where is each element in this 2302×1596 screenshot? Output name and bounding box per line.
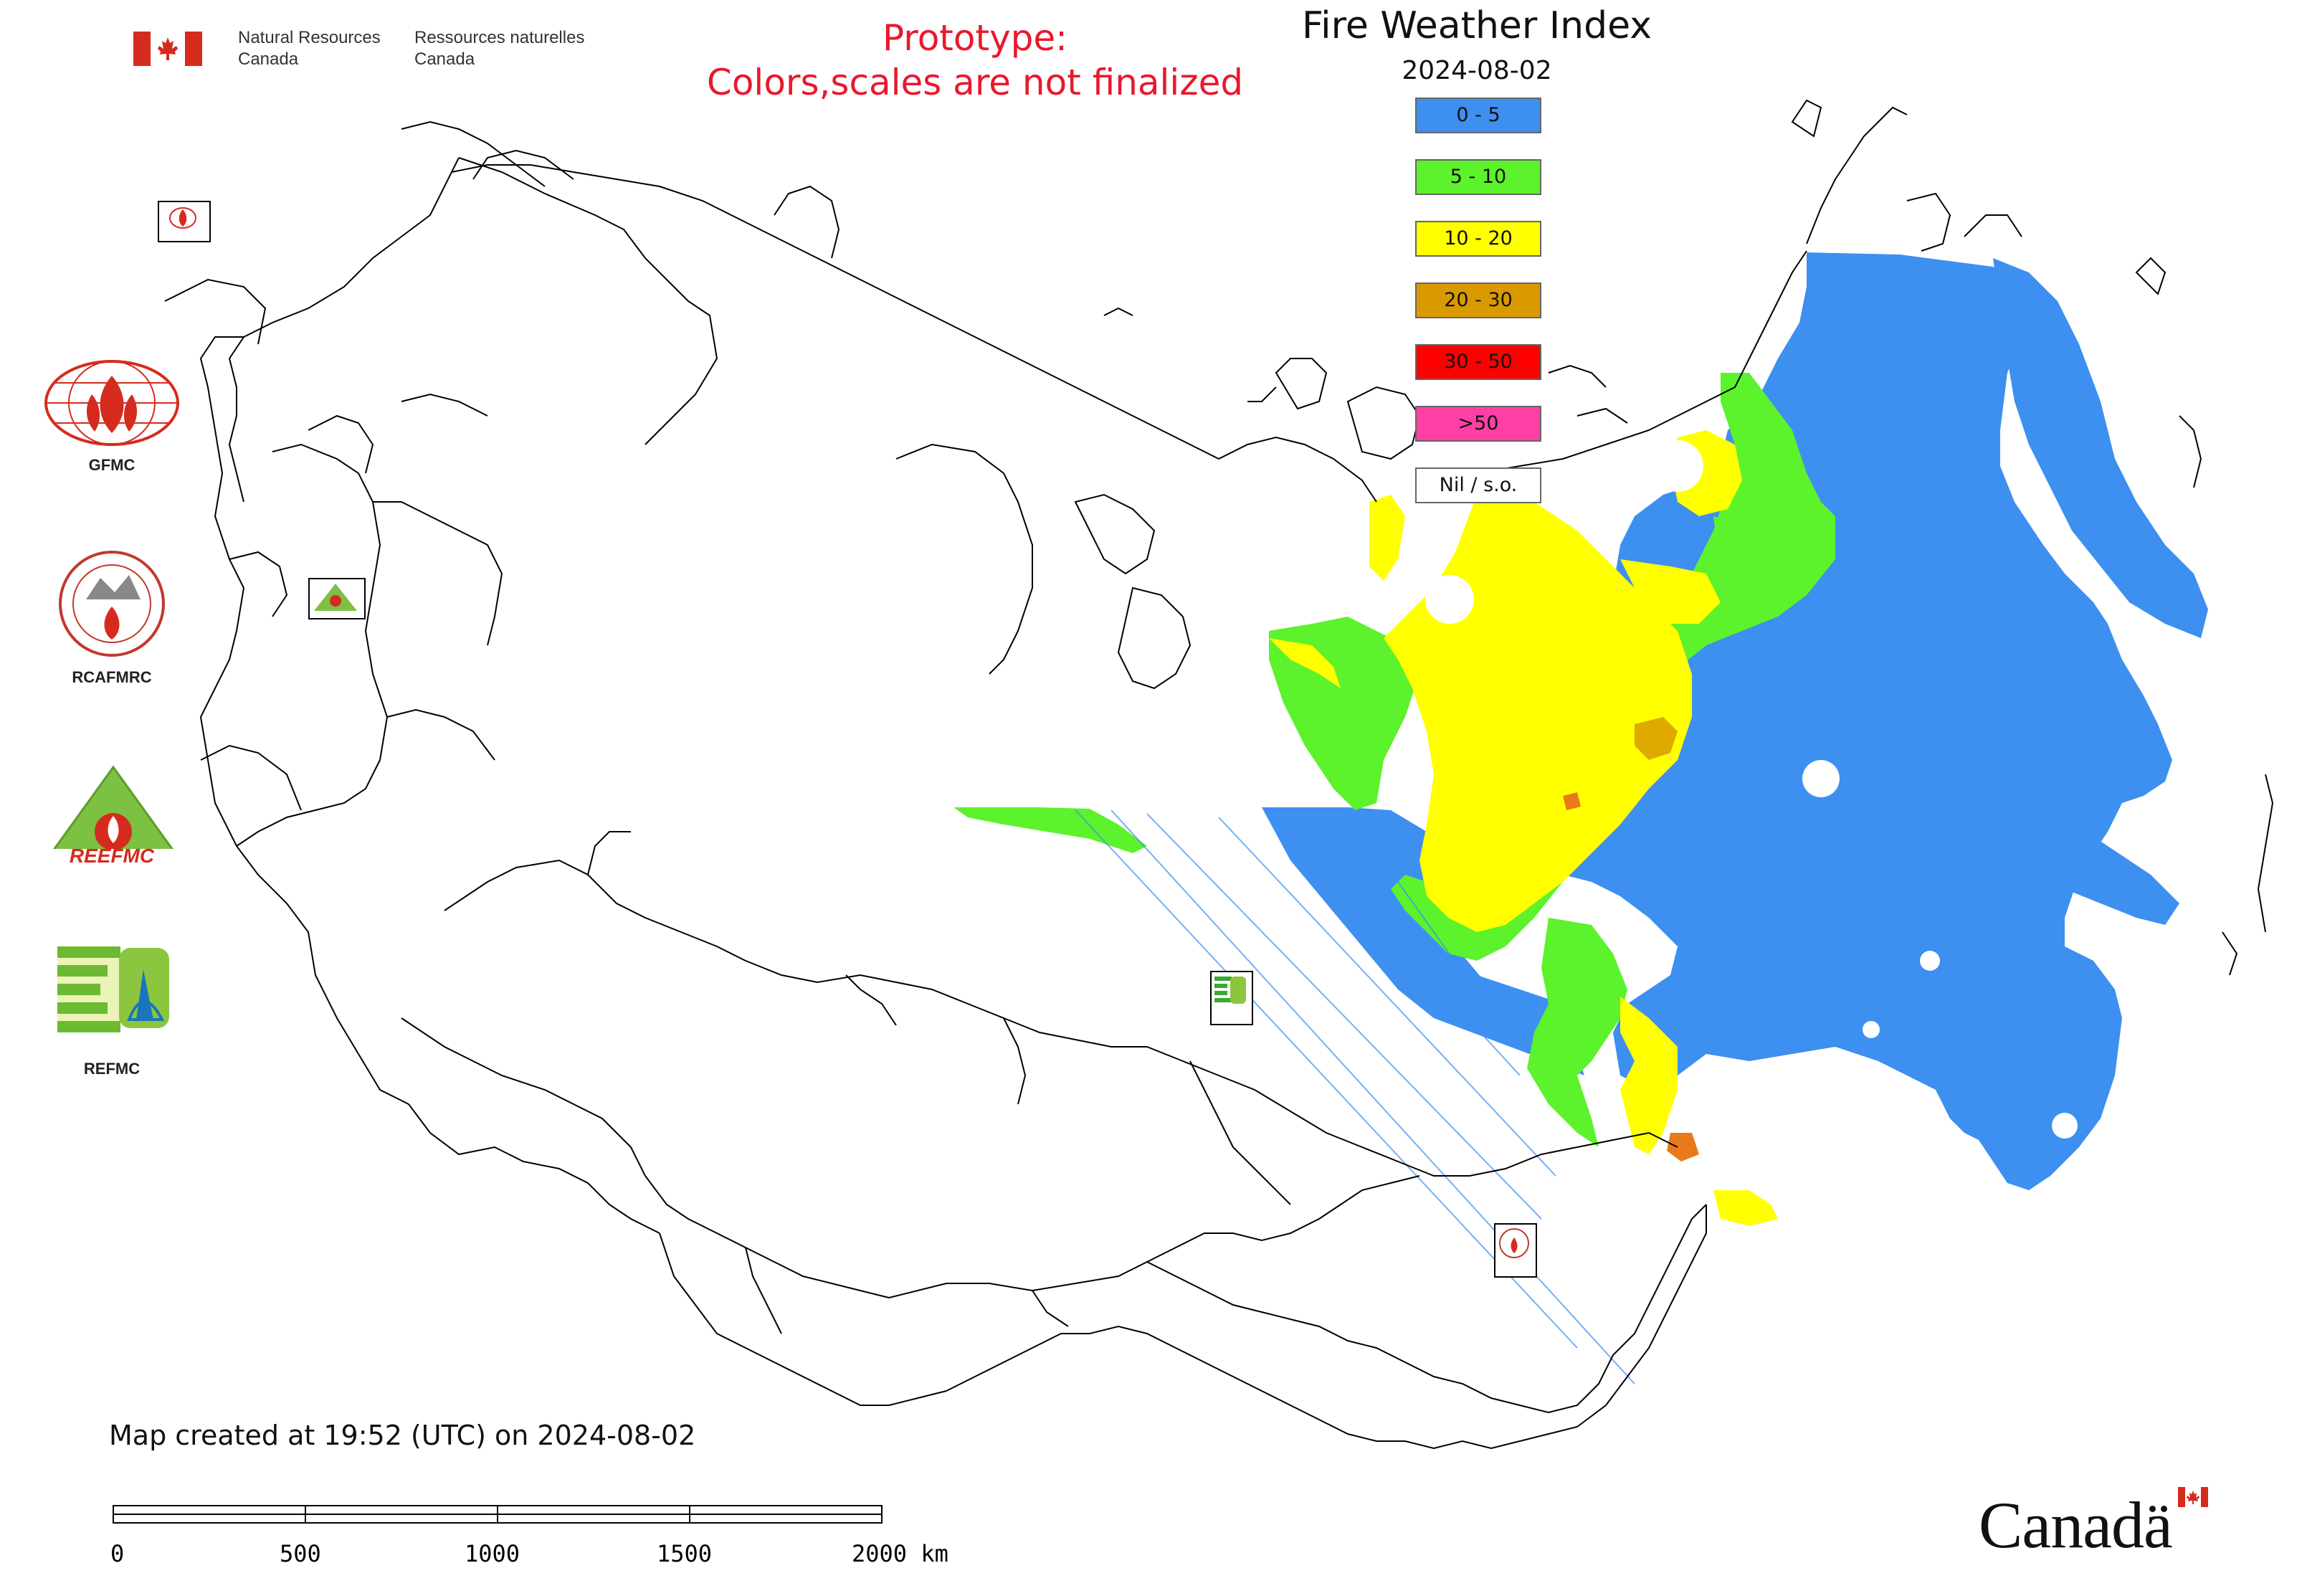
nrcan-english-name: Natural Resources Canada <box>238 27 381 70</box>
legend-item-nil: Nil / s.o. <box>1415 467 1541 503</box>
nrcan-signature: Natural Resources Canada Ressources natu… <box>133 26 607 76</box>
country-boundaries <box>164 99 2274 1450</box>
canada-flag-icon <box>133 32 202 66</box>
rcafmrc-label: RCAFMRC <box>72 668 152 686</box>
legend-item-label: 10 - 20 <box>1444 227 1513 250</box>
nrcan-french-line2: Canada <box>414 49 475 69</box>
legend-item-5-10: 5 - 10 <box>1415 159 1541 195</box>
fwi-area-20-30 <box>1563 717 1699 1162</box>
refmc-label: REFMC <box>83 1060 141 1078</box>
prototype-line1: Prototype: <box>882 17 1068 59</box>
refmc-marker <box>1210 971 1253 1025</box>
scale-tick-1000: 1000 <box>465 1540 520 1567</box>
gfmc-marker-icon <box>169 207 196 229</box>
rcafmrc-marker <box>1494 1223 1537 1278</box>
legend-item-over-50: >50 <box>1415 406 1541 442</box>
legend-item-label: 20 - 30 <box>1444 289 1513 311</box>
reefmc-marker-icon <box>314 584 357 611</box>
legend-item-label: 5 - 10 <box>1450 166 1507 188</box>
scale-tick-2000: 2000 km <box>852 1540 948 1567</box>
gfmc-logo-icon <box>44 360 179 446</box>
gfmc-label: GFMC <box>88 456 135 474</box>
nrcan-french-line1: Ressources naturelles <box>414 28 585 47</box>
reefmc-logo-icon <box>40 765 186 868</box>
canada-wordmark-flag-icon <box>2178 1487 2208 1507</box>
legend-item-20-30: 20 - 30 <box>1415 282 1541 318</box>
nrcan-french-name: Ressources naturelles Canada <box>414 27 584 70</box>
legend-item-label: 0 - 5 <box>1456 104 1500 126</box>
nrcan-english-line2: Canada <box>238 49 299 69</box>
scale-tick-1500: 1500 <box>657 1540 712 1567</box>
legend-item-30-50: 30 - 50 <box>1415 344 1541 380</box>
legend-item-label: Nil / s.o. <box>1439 474 1518 496</box>
legend-title: Fire Weather Index <box>1302 4 1652 47</box>
prototype-line2: Colors,scales are not finalized <box>706 62 1244 103</box>
fwi-streaks <box>1075 300 2058 1384</box>
legend-item-label: 30 - 50 <box>1444 351 1513 373</box>
legend-item-10-20: 10 - 20 <box>1415 221 1541 257</box>
refmc-marker-icon <box>1214 977 1246 1004</box>
refmc-logo-icon <box>57 941 172 1048</box>
scale-tick-0: 0 <box>110 1540 124 1567</box>
canada-wordmark: Canadä <box>1979 1487 2215 1566</box>
gfmc-marker <box>158 201 211 242</box>
fwi-area-nil <box>1425 440 2078 1139</box>
canada-wordmark-text: Canadä <box>1979 1488 2173 1562</box>
map-created-timestamp: Map created at 19:52 (UTC) on 2024-08-02 <box>109 1420 696 1451</box>
nrcan-english-line1: Natural Resources <box>238 28 381 47</box>
reefmc-marker <box>308 578 366 619</box>
legend-date: 2024-08-02 <box>1402 56 1552 85</box>
legend-item-label: >50 <box>1457 412 1499 434</box>
rcafmrc-logo-icon <box>59 551 165 657</box>
prototype-notice: Prototype: Colors,scales are not finaliz… <box>652 16 1298 105</box>
legend-item-0-5: 0 - 5 <box>1415 98 1541 133</box>
scale-bar: 0 500 1000 1500 2000 km <box>110 1505 948 1567</box>
scale-tick-500: 500 <box>280 1540 321 1567</box>
rcafmrc-marker-icon <box>1499 1228 1529 1258</box>
reefmc-label: REEFMC <box>69 845 155 867</box>
